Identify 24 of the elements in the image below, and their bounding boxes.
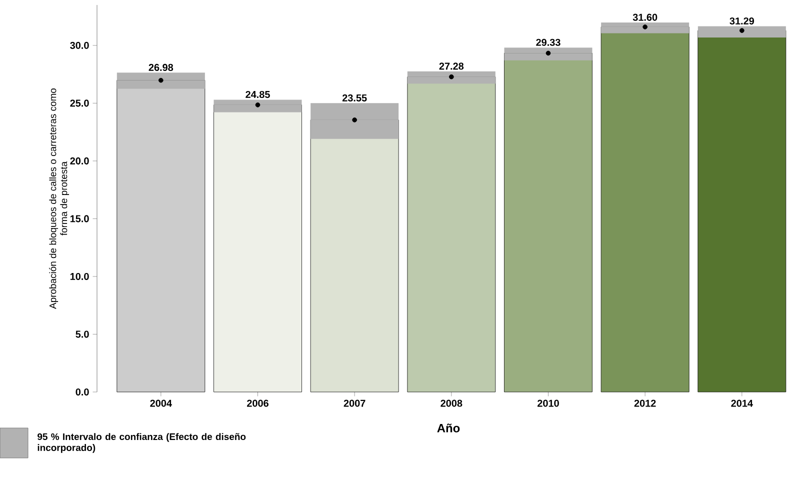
x-tick-label: 2010 <box>538 400 559 407</box>
y-tick-label: 20.0 <box>70 157 89 164</box>
data-label: 24.85 <box>246 90 270 98</box>
data-label: 29.33 <box>536 38 560 46</box>
y-axis-title: Aprobación de bloqueos de calles o carreteras como forma de protesta <box>49 88 70 309</box>
y-tick-label: 0.0 <box>76 388 89 396</box>
data-label: 27.28 <box>439 62 464 70</box>
data-label: 31.29 <box>730 17 754 25</box>
y-tick-label: 25.0 <box>70 100 89 107</box>
y-tick-label: 30.0 <box>70 42 89 49</box>
x-tick-label: 2008 <box>440 400 462 407</box>
x-tick-label: 2014 <box>731 400 753 407</box>
data-label: 26.98 <box>148 64 174 71</box>
data-label: 23.55 <box>342 94 367 102</box>
text: 95 % Intervalo de confianza (Efecto de diseño incorporado) <box>38 433 246 453</box>
y-tick-label: 15.0 <box>70 215 89 222</box>
x-tick-label: 2007 <box>344 400 366 407</box>
y-tick-label: 10.0 <box>70 272 89 280</box>
x-tick-label: 2012 <box>634 400 656 407</box>
x-tick-label: 2006 <box>247 400 268 407</box>
y-tick-label: 5.0 <box>76 330 89 338</box>
data-label: 31.60 <box>632 14 658 21</box>
x-axis-title: Año <box>437 424 460 432</box>
x-tick-label: 2004 <box>150 400 172 407</box>
